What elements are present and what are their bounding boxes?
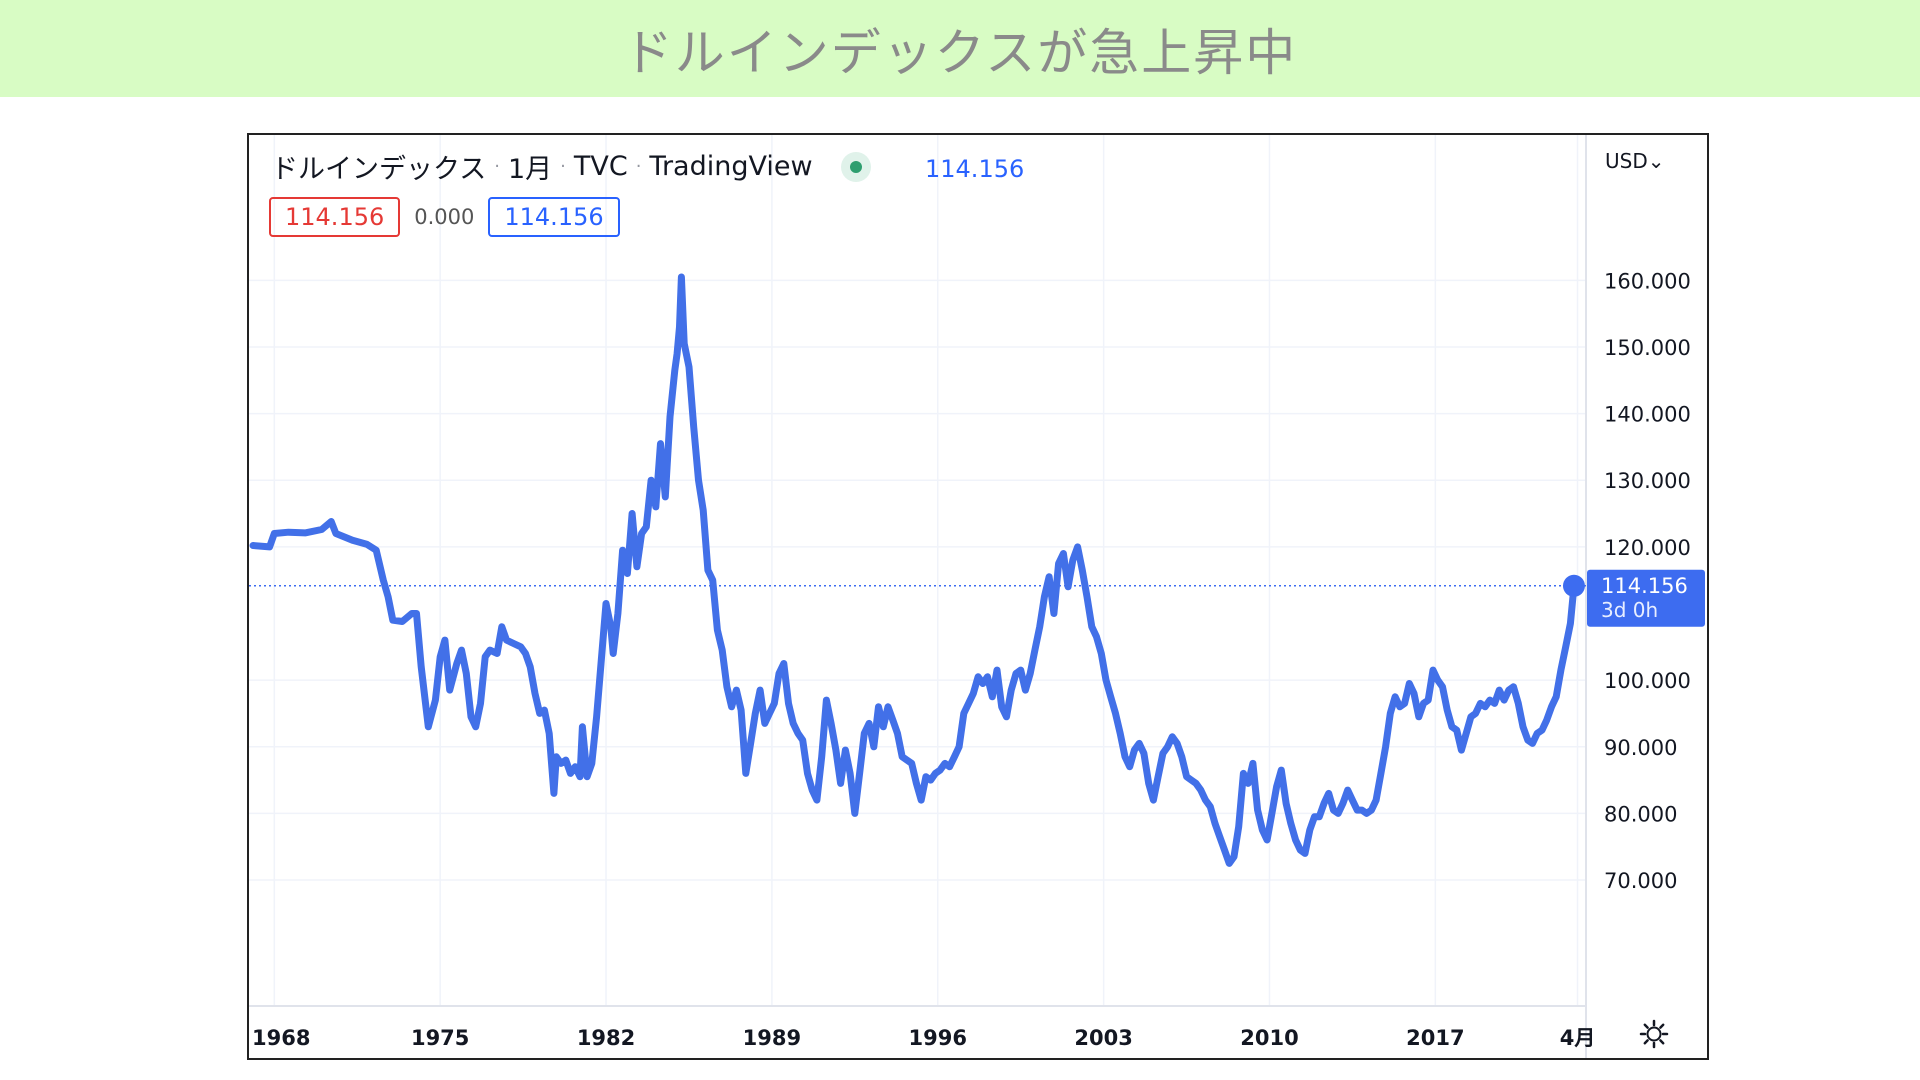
chevron-down-icon: ⌄ <box>1647 149 1665 173</box>
x-tick-label: 2010 <box>1240 1026 1298 1050</box>
legend-interval: 1月 <box>507 154 553 185</box>
last-price-badge: 114.156 3d 0h <box>1587 569 1705 627</box>
last-point <box>1562 574 1585 597</box>
x-tick-label: 1996 <box>909 1026 967 1050</box>
x-tick-label: 4月 <box>1560 1026 1596 1050</box>
chart-legend: ドルインデックス · 1月 · TVC · TradingView <box>271 147 871 186</box>
y-tick-label: 100.000 <box>1604 669 1691 693</box>
open-value: 114.156 <box>285 203 385 231</box>
y-tick-label: 130.000 <box>1604 469 1691 493</box>
y-tick-label: 140.000 <box>1604 403 1691 427</box>
y-axis-ticks: 160.000 150.000 140.000 130.000 120.000 100.0… <box>1604 269 1691 893</box>
y-tick-label: 90.000 <box>1604 736 1677 760</box>
legend-source: TradingView <box>649 151 813 182</box>
legend-separator: · <box>560 156 566 177</box>
series-line <box>249 273 1578 867</box>
y-tick-label: 160.000 <box>1604 269 1691 293</box>
y-tick-label: 150.000 <box>1604 336 1691 360</box>
currency-label: USD <box>1605 149 1648 173</box>
legend-symbol: ドルインデックス <box>271 154 487 185</box>
y-tick-label: 70.000 <box>1604 869 1677 893</box>
close-value: 114.156 <box>504 203 604 231</box>
x-tick-label: 1968 <box>252 1026 310 1050</box>
y-tick-label: 80.000 <box>1604 802 1677 826</box>
change-value: 0.000 <box>414 205 475 229</box>
close-value-box: 114.156 <box>488 197 620 237</box>
countdown-label: 3d 0h <box>1601 598 1658 622</box>
chart-svg[interactable]: 160.000 150.000 140.000 130.000 120.000 100.0… <box>249 135 1709 1060</box>
legend-separator: · <box>635 156 642 177</box>
banner: ドルインデックスが急上昇中 <box>0 0 1920 97</box>
chart-frame[interactable]: 160.000 150.000 140.000 130.000 120.000 100.0… <box>247 133 1709 1060</box>
gear-icon[interactable] <box>1639 1019 1669 1049</box>
legend-price: 114.156 <box>925 155 1025 183</box>
currency-selector[interactable]: USD⌄ <box>1605 149 1665 173</box>
legend-exchange: TVC <box>573 151 628 182</box>
ohlc-row: 114.156 0.000 114.156 <box>269 197 620 237</box>
banner-title: ドルインデックスが急上昇中 <box>622 23 1298 82</box>
x-tick-label: 2003 <box>1074 1026 1132 1050</box>
x-axis-ticks: 1968 1975 1982 1989 1996 2003 2010 2017 4月 <box>252 1026 1595 1050</box>
grid <box>249 135 1586 1006</box>
y-tick-label: 120.000 <box>1604 536 1691 560</box>
last-price-label: 114.156 <box>1601 574 1688 598</box>
x-tick-label: 1975 <box>411 1026 469 1050</box>
x-tick-label: 1989 <box>743 1026 801 1050</box>
x-tick-label: 2017 <box>1406 1026 1464 1050</box>
legend-separator: · <box>494 156 500 177</box>
open-value-box: 114.156 <box>269 197 401 237</box>
x-tick-label: 1982 <box>577 1026 635 1050</box>
live-dot-icon <box>840 151 871 182</box>
